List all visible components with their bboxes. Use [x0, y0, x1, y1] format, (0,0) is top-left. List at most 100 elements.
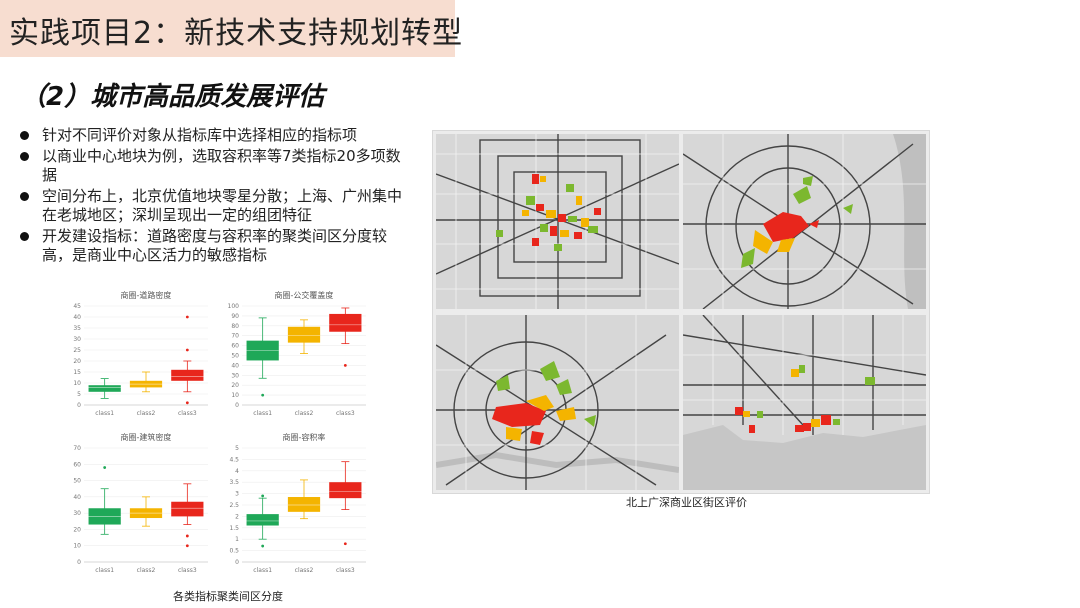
y-tick-label: 3.5 — [229, 479, 239, 486]
box-class2 — [287, 319, 321, 354]
x-tick-label: class2 — [137, 410, 156, 417]
y-tick-label: 30 — [231, 372, 239, 379]
y-tick-label: 20 — [73, 358, 81, 365]
x-tick-label: class3 — [336, 567, 355, 574]
map-shanghai-image — [683, 134, 926, 309]
y-tick-label: 0 — [235, 559, 239, 566]
bullet-dot — [20, 131, 29, 140]
x-tick-label: class2 — [295, 410, 314, 417]
y-tick-label: 70 — [73, 445, 81, 452]
x-tick-label: class1 — [95, 410, 114, 417]
chart-title: 商圈-公交覆盖度 — [275, 290, 334, 300]
bullet-item: 空间分布上，北京优值地块零星分散；上海、广州集中在老城地区；深圳呈现出一定的组团… — [18, 187, 408, 225]
charts-caption: 各类指标聚类间区分度 — [173, 590, 283, 603]
outlier-point — [185, 348, 189, 352]
y-tick-label: 4 — [235, 468, 239, 475]
bullet-dot — [20, 192, 29, 201]
y-tick-label: 60 — [73, 461, 81, 468]
x-tick-label: class1 — [253, 567, 272, 574]
bullet-text: 以商业中心地块为例，选取容积率等7类指标20多项数据 — [42, 147, 401, 184]
outlier-point — [185, 544, 189, 548]
box-class1 — [246, 317, 279, 397]
x-tick-label: class1 — [95, 567, 114, 574]
y-tick-label: 0 — [77, 559, 81, 566]
y-tick-label: 25 — [73, 347, 81, 354]
outlier-point — [343, 364, 347, 367]
y-tick-label: 60 — [231, 343, 239, 350]
y-tick-label: 2.5 — [229, 502, 239, 509]
box-class3 — [171, 483, 204, 548]
boxplot-transit-coverage: 商圈-公交覆盖度 0 10 20 30 40 50 60 70 80 90 100 class1 clas… — [220, 288, 372, 423]
x-tick-label: class3 — [178, 410, 197, 417]
outlier-point — [185, 315, 189, 319]
box-class3 — [171, 315, 204, 405]
chart-title: 商圈-道路密度 — [121, 290, 172, 300]
boxplot-road-density: 商圈-道路密度 0 5 10 15 20 25 30 35 40 45 class1 class2 cla… — [62, 288, 214, 423]
title-bar: 实践项目2：新技术支持规划转型 — [0, 0, 462, 57]
box — [329, 482, 362, 499]
map-guangzhou-image — [436, 315, 679, 490]
y-tick-label: 5 — [235, 445, 239, 452]
map-beijing-image — [436, 134, 679, 309]
box — [287, 326, 321, 343]
bullet-item: 以商业中心地块为例，选取容积率等7类指标20多项数据 — [18, 147, 408, 185]
boxplot-building-density-svg: 商圈-建筑密度 0 10 20 30 40 50 60 70 class1 class2 class3 — [73, 432, 208, 574]
map-beijing — [436, 134, 679, 309]
outlier-point — [261, 494, 265, 498]
outlier-point — [343, 542, 347, 546]
y-tick-label: 1.5 — [229, 525, 239, 532]
box — [329, 313, 362, 332]
y-tick-label: 0.5 — [229, 548, 239, 555]
outlier-point — [261, 544, 265, 548]
map-shenzhen — [683, 315, 926, 490]
box-class2 — [129, 496, 163, 527]
y-tick-label: 90 — [231, 313, 239, 320]
box-class2 — [129, 371, 163, 393]
bullet-dot — [20, 152, 29, 161]
y-tick-label: 50 — [231, 353, 239, 360]
boxplot-transit-coverage-svg: 商圈-公交覆盖度 0 10 20 30 40 50 60 70 80 90 100 class1 clas… — [228, 290, 366, 417]
city-maps-panel — [432, 130, 930, 494]
y-tick-label: 10 — [73, 380, 81, 387]
box-class1 — [88, 378, 121, 399]
y-tick-label: 35 — [73, 325, 81, 332]
bullet-list: 针对不同评价对象从指标库中选择相应的指标项 以商业中心地块为例，选取容积率等7类… — [18, 126, 408, 267]
y-tick-label: 100 — [228, 303, 240, 310]
box-class1 — [246, 494, 279, 548]
outlier-point — [185, 401, 189, 405]
y-tick-label: 40 — [231, 362, 239, 369]
y-tick-label: 1 — [235, 536, 239, 543]
y-tick-label: 10 — [73, 543, 81, 550]
y-tick-label: 30 — [73, 510, 81, 517]
y-tick-label: 2 — [235, 513, 239, 520]
y-tick-label: 20 — [73, 526, 81, 533]
y-tick-label: 3 — [235, 491, 239, 498]
chart-title: 商圈-容积率 — [283, 432, 326, 442]
y-tick-label: 80 — [231, 323, 239, 330]
box-class3 — [329, 461, 362, 546]
y-tick-label: 20 — [231, 382, 239, 389]
map-guangzhou — [436, 315, 679, 490]
y-tick-label: 10 — [231, 392, 239, 399]
y-tick-label: 5 — [77, 391, 81, 398]
y-tick-label: 40 — [73, 494, 81, 501]
map-shenzhen-image — [683, 315, 926, 490]
boxplot-road-density-svg: 商圈-道路密度 0 5 10 15 20 25 30 35 40 45 class1 class2 cla… — [73, 290, 208, 417]
boxplot-far-svg: 商圈-容积率 0 0.5 1 1.5 2 2.5 3 3.5 4 4.5 5 class1 class2 c… — [229, 432, 366, 574]
outlier-point — [103, 466, 107, 469]
box — [171, 501, 204, 517]
bullet-item: 针对不同评价对象从指标库中选择相应的指标项 — [18, 126, 408, 145]
box — [246, 514, 279, 526]
bullet-dot — [20, 232, 29, 241]
outlier-point — [185, 534, 189, 538]
x-tick-label: class3 — [178, 567, 197, 574]
x-tick-label: class1 — [253, 410, 272, 417]
y-tick-label: 0 — [235, 402, 239, 409]
y-tick-label: 45 — [73, 303, 81, 310]
bullet-item: 开发建设指标：道路密度与容积率的聚类间区分度较高，是商业中心区活力的敏感指标 — [18, 227, 408, 265]
bullet-text: 空间分布上，北京优值地块零星分散；上海、广州集中在老城地区；深圳呈现出一定的组团… — [42, 187, 403, 224]
x-tick-label: class3 — [336, 410, 355, 417]
bullet-text: 开发建设指标：道路密度与容积率的聚类间区分度较高，是商业中心区活力的敏感指标 — [42, 227, 388, 264]
boxplot-building-density: 商圈-建筑密度 0 10 20 30 40 50 60 70 class1 class2 class3 — [62, 430, 214, 580]
maps-caption: 北上广深商业区街区评价 — [626, 496, 747, 509]
